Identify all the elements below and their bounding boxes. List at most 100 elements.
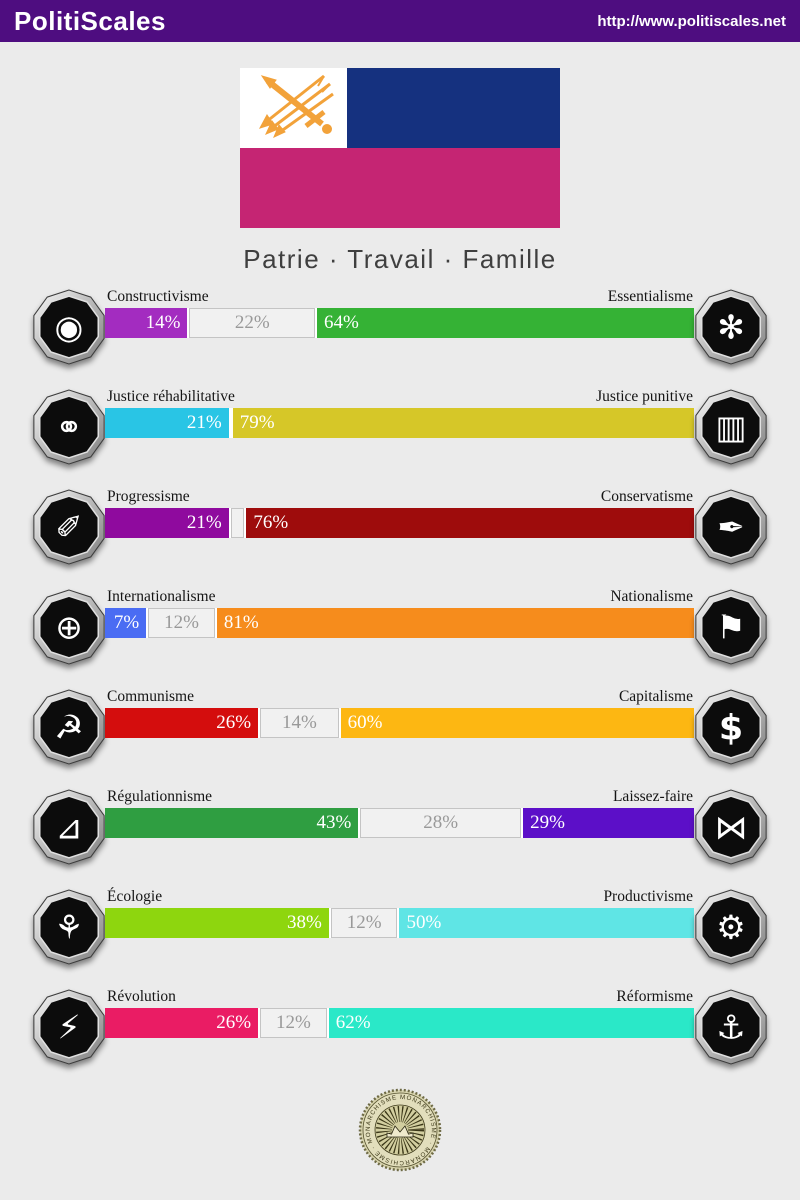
ruler-shapes-icon: ⊿	[31, 789, 107, 865]
axis-left-label: Régulationnisme	[107, 788, 213, 805]
gear-icon: ⚙	[693, 889, 769, 965]
axis-row: ☭ Communisme Capitalisme 26% 14% 60% $	[0, 688, 800, 768]
left-percent: 21%	[186, 412, 222, 433]
axis-left-label: Justice réhabilitative	[107, 388, 235, 405]
right-percent: 81%	[223, 612, 259, 633]
axis-left-label: Révolution	[107, 988, 176, 1005]
header-bar: PolitiScales http://www.politiscales.net	[0, 0, 800, 42]
prison-bars-icon: ▥	[693, 389, 769, 465]
crown-glyph	[386, 1125, 414, 1138]
axis-left-segment: 38%	[105, 908, 329, 938]
axis-left-segment: 26%	[105, 1008, 259, 1038]
result-flag	[240, 68, 560, 228]
right-percent: 79%	[239, 412, 275, 433]
neutral-percent: 12%	[346, 912, 382, 933]
axis-right-segment: 76%	[246, 508, 694, 538]
handshake-glyph: ⚭	[55, 407, 83, 446]
flag-canton	[240, 68, 347, 148]
neutral-percent: 22%	[234, 312, 270, 333]
axis-neutral-segment: 12%	[258, 1008, 329, 1038]
axis-row: ⊕ Internationalisme Nationalisme 7% 12% 8…	[0, 588, 800, 668]
axis-row: ⊿ Régulationnisme Laissez-faire 43% 28% 2…	[0, 788, 800, 868]
paintbrush-icon: ✐	[31, 489, 107, 565]
anchor-glyph: ⚓	[716, 1007, 745, 1046]
uprising-glyph: ⚡	[57, 1007, 80, 1046]
flag-bottom-field	[240, 148, 560, 228]
axis-right-label: Justice punitive	[596, 388, 693, 405]
axis-right-segment: 81%	[216, 608, 694, 638]
left-percent: 26%	[216, 712, 252, 733]
axis-bar: 21% 76%	[105, 508, 694, 538]
axis-right-segment: 29%	[523, 808, 694, 838]
right-percent: 76%	[253, 512, 289, 533]
axis-left-segment: 21%	[105, 508, 229, 538]
axis-right-label: Capitalisme	[618, 688, 693, 705]
neutral-percent: 12%	[276, 1012, 311, 1033]
axis-left-label: Écologie	[107, 888, 163, 905]
globe-glyph: ⊕	[55, 607, 83, 646]
axis-left-segment: 7%	[105, 608, 147, 638]
axis-right-segment: 62%	[328, 1008, 694, 1038]
right-percent: 60%	[347, 712, 383, 733]
axis-right-label: Essentialisme	[607, 288, 693, 305]
axis-right-segment: 64%	[317, 308, 694, 338]
globe-laurel-icon: ⊕	[31, 589, 107, 665]
left-percent: 7%	[113, 612, 140, 633]
axis-right-segment: 79%	[232, 408, 694, 438]
ruler-glyph: ⊿	[55, 807, 83, 846]
right-percent: 64%	[324, 312, 359, 333]
axis-row: ⚭ Justice réhabilitative Justice punitive…	[0, 388, 800, 468]
axis-right-label: Conservatisme	[600, 488, 693, 505]
egg-spiral-glyph: ◉	[55, 307, 84, 346]
handshake-icon: ⚭	[31, 389, 107, 465]
neutral-percent: 14%	[281, 712, 317, 733]
axis-bar: 21% 79%	[105, 408, 694, 438]
axis-left-label: Communisme	[107, 688, 194, 705]
axis-left-segment: 14%	[105, 308, 188, 338]
uprising-icon: ⚡	[31, 989, 107, 1065]
hammer-sickle-glyph: ☭	[54, 707, 83, 746]
fountain-pen-glyph: ✒	[717, 507, 745, 546]
axis-left-segment: 43%	[105, 808, 359, 838]
axis-bar: 7% 12% 81%	[105, 608, 694, 638]
axis-left-segment: 26%	[105, 708, 259, 738]
axis-left-segment: 21%	[105, 408, 229, 438]
axis-right-label: Réformisme	[616, 988, 693, 1005]
left-percent: 14%	[145, 312, 181, 333]
axis-neutral-segment	[228, 408, 233, 438]
egg-spiral-icon: ◉	[31, 289, 107, 365]
right-percent: 29%	[530, 812, 565, 833]
right-percent: 50%	[406, 912, 442, 933]
axis-bar: 43% 28% 29%	[105, 808, 694, 838]
neutral-percent: 28%	[423, 812, 459, 833]
hammer-sickle-icon: ☭	[31, 689, 107, 765]
neutral-percent: 12%	[164, 612, 199, 633]
axis-left-label: Internationalisme	[107, 588, 216, 605]
axis-left-label: Progressisme	[107, 488, 190, 505]
left-percent: 43%	[316, 812, 352, 833]
app-title: PolitiScales	[14, 5, 166, 36]
axis-neutral-segment: 28%	[358, 808, 524, 838]
axis-right-label: Laissez-faire	[612, 788, 693, 805]
flag-top-right-field	[347, 68, 560, 148]
axis-row: ✐ Progressisme Conservatisme 21% 76% ✒	[0, 488, 800, 568]
axis-row: ◉ Constructivisme Essentialisme 14% 22% 6…	[0, 288, 800, 368]
motto-text: Patrie · Travail · Famille	[243, 244, 557, 274]
butterfly-glyph: ⋈	[715, 807, 748, 846]
left-percent: 38%	[286, 912, 322, 933]
site-url-link[interactable]: http://www.politiscales.net	[597, 12, 786, 30]
fountain-pen-icon: ✒	[693, 489, 769, 565]
axis-right-label: Nationalisme	[610, 588, 693, 605]
axis-left-label: Constructivisme	[107, 288, 209, 305]
money-bag-glyph: $	[719, 708, 743, 748]
axis-row: ⚡ Révolution Réformisme 26% 12% 62% ⚓	[0, 988, 800, 1068]
axis-neutral-segment: 14%	[258, 708, 341, 738]
axis-right-label: Productivisme	[603, 888, 693, 905]
flag-icon: ⚑	[693, 589, 769, 665]
crossed-sword-arrows-icon	[258, 74, 334, 138]
axis-right-segment: 60%	[340, 708, 694, 738]
axis-bar: 26% 12% 62%	[105, 1008, 694, 1038]
plant-icon: ⚘	[31, 889, 107, 965]
monarchisme-seal-icon: MONARCHISME · MONARCHISME · MONARCHISME	[358, 1088, 442, 1172]
